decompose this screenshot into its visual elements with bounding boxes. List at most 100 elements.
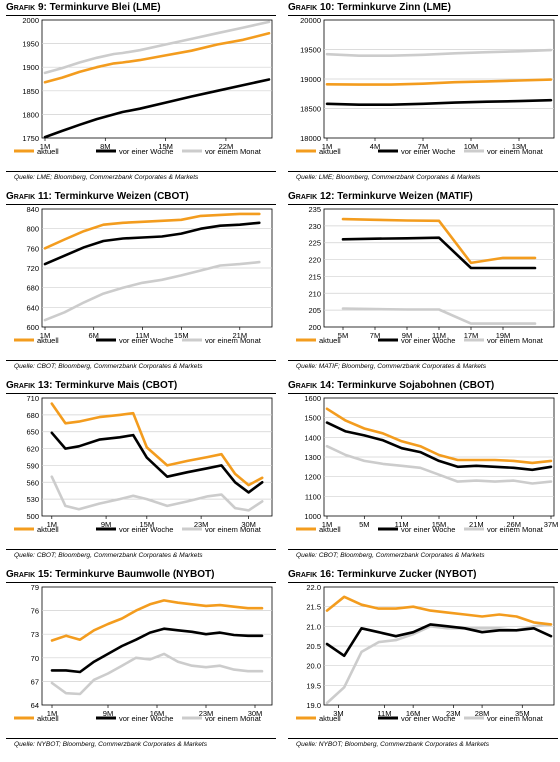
chart-title-text: Terminkurve Baumwolle (NYBOT) — [55, 569, 215, 580]
x-tick-label: 19M — [496, 331, 511, 340]
x-tick-label: 1M — [322, 142, 332, 151]
y-tick-label: 650 — [26, 428, 39, 437]
source-rule — [6, 549, 276, 550]
x-tick-label: 13M — [512, 142, 527, 151]
chart-title-text: Terminkurve Mais (CBOT) — [55, 380, 178, 391]
y-tick-label: 20.5 — [306, 642, 321, 651]
plot-frame — [41, 19, 273, 139]
x-tick-label: 1M — [322, 520, 332, 529]
y-tick-label: 64 — [31, 701, 39, 710]
y-tick-label: 710 — [26, 394, 39, 403]
y-tick-label: 620 — [26, 445, 39, 454]
y-tick-label: 18500 — [300, 105, 321, 114]
line-chart: 19.0 19.5 20.0 20.5 21.0 21.5 22.0 3M 11M 16M 23M 2… — [296, 583, 555, 723]
chart-title: Grafik 10: Terminkurve Zinn (LME) — [288, 2, 451, 13]
legend-label: vor einem Monat — [487, 525, 544, 534]
y-tick-label: 1750 — [22, 134, 39, 143]
x-tick-label: 30M — [248, 709, 263, 718]
chart-title: Grafik 15: Terminkurve Baumwolle (NYBOT) — [6, 569, 214, 580]
series-line — [50, 652, 264, 696]
source-rule — [6, 738, 276, 739]
y-tick-label: 67 — [31, 677, 39, 686]
y-tick-label: 760 — [26, 244, 39, 253]
series-line — [325, 623, 553, 705]
x-tick-label: 22M — [219, 142, 234, 151]
y-tick-label: 1600 — [304, 394, 321, 403]
chart-number: Grafik 11: — [6, 191, 52, 202]
x-tick-label: 11M — [377, 709, 391, 718]
chart-panel: Grafik 14: Terminkurve Sojabohnen (CBOT)… — [288, 380, 560, 566]
chart-title: Grafik 12: Terminkurve Weizen (MATIF) — [288, 191, 473, 202]
x-tick-label: 11M — [432, 331, 446, 340]
series-line — [50, 627, 264, 674]
x-tick-label: 15M — [174, 331, 189, 340]
title-rule — [288, 204, 558, 205]
chart-number: Grafik 15: — [6, 569, 53, 580]
legend-label: aktuell — [37, 147, 59, 156]
y-tick-label: 600 — [26, 323, 39, 332]
x-tick-label: 1M — [40, 142, 50, 151]
series-line — [43, 212, 261, 250]
y-tick-label: 22.0 — [306, 583, 321, 592]
x-tick-label: 1M — [47, 520, 57, 529]
chart-title: Grafik 16: Terminkurve Zucker (NYBOT) — [288, 569, 476, 580]
line-chart: 200 205 210 215 220 225 230 235 5M 7M 9M 11M 17M 19M a… — [296, 205, 555, 345]
x-tick-label: 11M — [395, 520, 409, 529]
x-tick-label: 9M — [103, 709, 113, 718]
series-line — [50, 599, 264, 642]
legend-label: vor einer Woche — [119, 525, 173, 534]
x-tick-label: 3M — [333, 709, 343, 718]
y-tick-label: 720 — [26, 264, 39, 273]
title-rule — [6, 393, 276, 394]
legend-label: vor einer Woche — [119, 147, 173, 156]
y-tick-label: 76 — [31, 607, 39, 616]
x-tick-label: 26M — [506, 520, 521, 529]
source-note: Quelle: CBOT; Bloomberg, Commerzbank Cor… — [14, 552, 203, 559]
legend-label: vor einem Monat — [487, 336, 544, 345]
line-chart: 18000 18500 19000 19500 20000 1M 4M 7M 10M 13M akt… — [296, 16, 555, 156]
legend-label: aktuell — [37, 714, 59, 723]
source-note: Quelle: LME; Bloomberg, Commerzbank Corp… — [14, 174, 199, 181]
x-tick-label: 6M — [88, 331, 98, 340]
x-tick-label: 21M — [232, 331, 247, 340]
y-tick-label: 1300 — [304, 453, 321, 462]
chart-title: Grafik 14: Terminkurve Sojabohnen (CBOT) — [288, 380, 494, 391]
y-tick-label: 230 — [308, 222, 321, 231]
title-rule — [288, 582, 558, 583]
series-line — [43, 78, 271, 139]
x-tick-label: 8M — [100, 142, 110, 151]
source-rule — [288, 549, 558, 550]
y-tick-label: 800 — [26, 225, 39, 234]
x-tick-label: 15M — [158, 142, 173, 151]
line-chart: 64 67 70 73 76 79 1M 9M 16M 23M 30M aktuell vor eine… — [14, 583, 273, 723]
series-line — [43, 31, 271, 84]
y-tick-label: 19500 — [300, 46, 321, 55]
y-tick-label: 18000 — [300, 134, 321, 143]
x-tick-label: 1M — [40, 331, 50, 340]
title-rule — [288, 15, 558, 16]
chart-panel: Grafik 11: Terminkurve Weizen (CBOT) 600 6… — [6, 191, 278, 377]
legend-label: vor einem Monat — [205, 336, 262, 345]
y-tick-label: 1850 — [22, 87, 39, 96]
legend-label: aktuell — [319, 525, 341, 534]
chart-panel: Grafik 9: Terminkurve Blei (LME) 1750 1800… — [6, 2, 278, 188]
source-note: Quelle: NYBOT; Bloomberg, Commerzbank Co… — [296, 741, 489, 748]
series-line — [341, 236, 537, 270]
chart-number: Grafik 13: — [6, 380, 53, 391]
chart-title: Grafik 11: Terminkurve Weizen (CBOT) — [6, 191, 189, 202]
legend-label: vor einem Monat — [487, 147, 544, 156]
legend-label: vor einer Woche — [401, 147, 455, 156]
y-tick-label: 235 — [308, 205, 321, 214]
series-line — [325, 623, 553, 658]
legend-label: vor einer Woche — [119, 336, 173, 345]
legend-label: vor einer Woche — [401, 714, 455, 723]
series-line — [325, 444, 553, 485]
y-tick-label: 19.0 — [306, 701, 321, 710]
legend-label: vor einer Woche — [401, 525, 455, 534]
title-rule — [288, 393, 558, 394]
chart-panel: Grafik 15: Terminkurve Baumwolle (NYBOT)… — [6, 569, 278, 755]
source-note: Quelle: CBOT; Bloomberg, Commerzbank Cor… — [14, 363, 203, 370]
y-tick-label: 1900 — [22, 63, 39, 72]
y-tick-label: 73 — [31, 630, 39, 639]
series-line — [43, 221, 261, 266]
